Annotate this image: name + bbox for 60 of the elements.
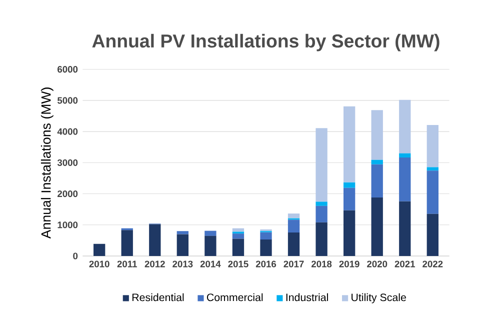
x-tick-label: 2018 xyxy=(311,260,332,268)
bar xyxy=(204,236,216,256)
bar xyxy=(232,238,244,256)
bar xyxy=(371,160,383,164)
legend-label: Commercial xyxy=(206,293,263,302)
bar xyxy=(316,128,328,202)
bar xyxy=(399,158,411,202)
y-tick-label: 0 xyxy=(73,252,78,260)
bar xyxy=(344,182,356,188)
legend-label: Residential xyxy=(132,293,184,302)
bar xyxy=(344,106,356,182)
bar xyxy=(316,222,328,256)
x-tick-label: 2020 xyxy=(367,260,388,268)
x-tick-label: 2022 xyxy=(422,260,443,268)
bar xyxy=(371,110,383,160)
bar xyxy=(260,232,272,240)
y-tick-label: 4000 xyxy=(57,128,78,135)
legend-label: Utility Scale xyxy=(352,293,406,304)
bar xyxy=(344,188,356,210)
x-tick-label: 2014 xyxy=(200,260,221,268)
y-tick-label: 2000 xyxy=(58,190,78,198)
bar xyxy=(426,170,438,214)
x-tick-label: 2019 xyxy=(339,260,360,268)
bar xyxy=(399,153,411,158)
bar xyxy=(399,201,411,256)
bar xyxy=(288,214,300,218)
x-tick-label: 2015 xyxy=(228,260,248,268)
bar xyxy=(204,230,216,236)
y-tick-label: 6000 xyxy=(58,66,78,73)
bar xyxy=(260,240,272,256)
legend-label: Industrial xyxy=(286,293,328,302)
x-tick-label: 2011 xyxy=(117,260,137,268)
bar xyxy=(399,100,411,154)
bar xyxy=(344,210,356,256)
bar xyxy=(371,198,383,256)
bar xyxy=(316,202,328,206)
bar xyxy=(121,230,133,256)
y-tick-label: 1000 xyxy=(58,222,78,228)
y-tick-label: 3000 xyxy=(57,159,78,166)
x-tick-label: 2013 xyxy=(172,260,193,268)
x-tick-label: 2012 xyxy=(144,260,165,268)
bar xyxy=(288,220,300,232)
bar xyxy=(149,224,161,256)
bar xyxy=(232,234,244,239)
bar xyxy=(94,244,106,256)
bar xyxy=(288,232,300,256)
x-tick-label: 2017 xyxy=(284,260,304,268)
x-tick-label: 2021 xyxy=(394,260,416,268)
y-tick-label: 5000 xyxy=(57,97,78,104)
bar xyxy=(176,234,189,256)
x-tick-label: 2016 xyxy=(256,260,276,268)
bar xyxy=(176,231,189,234)
chart-title: Annual PV Installations by Sector (MW) xyxy=(92,34,440,52)
bar xyxy=(371,164,383,198)
bar xyxy=(316,206,328,222)
y-axis-title: Annual Installations (MW) xyxy=(40,88,54,239)
bar xyxy=(426,214,438,256)
x-tick-label: 2010 xyxy=(89,260,110,268)
bar xyxy=(426,167,438,171)
bar xyxy=(426,125,438,168)
